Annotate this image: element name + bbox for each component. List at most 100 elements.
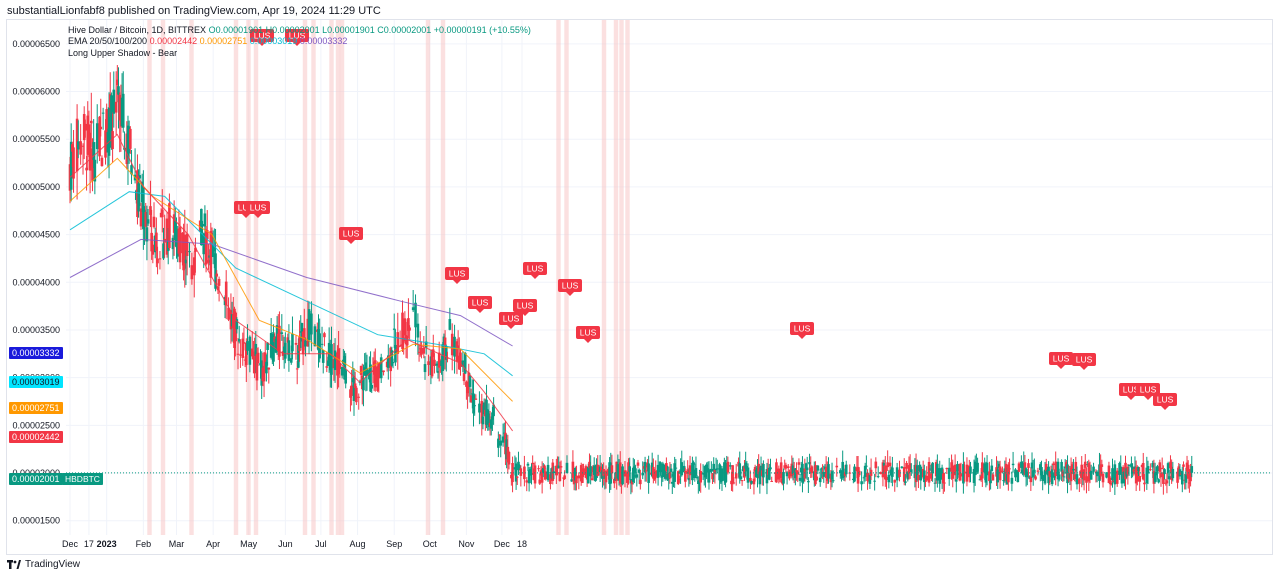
- lus-label-text: LUS: [527, 264, 544, 274]
- candle-body: [943, 482, 946, 484]
- candle-body: [822, 471, 826, 477]
- candle-body: [1010, 477, 1014, 484]
- candle-body: [1105, 472, 1108, 478]
- candle-body: [863, 465, 867, 477]
- lus-label-text: LUS: [517, 301, 534, 311]
- candle-body: [441, 344, 445, 371]
- candle-body: [544, 471, 547, 480]
- candle-body: [635, 474, 639, 478]
- candle-body: [253, 351, 256, 374]
- pattern-band: [425, 20, 431, 535]
- price-tag-ema50: 0.00002751: [9, 402, 63, 414]
- candle-body: [144, 212, 148, 227]
- candle-body: [450, 333, 454, 356]
- pattern-band: [160, 20, 166, 535]
- candle-body: [959, 473, 963, 477]
- candle-body: [674, 467, 678, 469]
- candle-body: [390, 350, 394, 366]
- legend-ema50: 0.00002751: [199, 36, 248, 46]
- lus-label-box: [790, 322, 814, 335]
- candle-body: [988, 471, 991, 482]
- candle-body: [379, 357, 383, 379]
- candle-body: [472, 394, 475, 414]
- lus-label-text: LUS: [562, 281, 579, 291]
- candle-body: [150, 232, 153, 252]
- candle-body: [444, 346, 448, 360]
- lus-label-text: LUS: [1053, 354, 1070, 364]
- candle-body: [239, 354, 242, 356]
- candle-body: [887, 474, 891, 483]
- candle-body: [235, 319, 239, 330]
- pattern-band: [147, 20, 152, 535]
- candle-body: [194, 247, 197, 252]
- candle-body: [1001, 470, 1004, 472]
- candle-body: [697, 480, 700, 484]
- candle-body: [797, 462, 801, 465]
- y-tick-label: 0.00004500: [12, 230, 60, 240]
- candle-body: [802, 476, 805, 482]
- candle-body: [497, 438, 500, 448]
- candle-body: [203, 213, 207, 227]
- x-tick-label: Jul: [315, 539, 327, 549]
- candle-body: [555, 465, 558, 476]
- candle-body: [869, 469, 873, 476]
- price-tag-last: 0.00002001: [9, 473, 63, 485]
- candle-body: [868, 474, 872, 484]
- candle-body: [291, 333, 294, 352]
- candle-body: [241, 338, 245, 358]
- candle-body: [945, 467, 949, 470]
- candle-body: [989, 480, 992, 484]
- candle-body: [779, 462, 783, 479]
- candle-body: [814, 464, 817, 485]
- y-tick-label: 0.00001500: [12, 516, 60, 526]
- candle-body: [138, 175, 142, 179]
- candle-body: [791, 465, 795, 475]
- candle-body: [350, 385, 353, 396]
- candle-body: [715, 468, 719, 470]
- candle-body: [744, 462, 747, 469]
- candle-body: [713, 470, 717, 474]
- lus-label-box: [576, 326, 600, 339]
- candle-body: [1176, 471, 1179, 483]
- candle-body: [533, 465, 537, 484]
- candle-body: [377, 362, 381, 379]
- candle-body: [181, 232, 184, 254]
- candle-body: [577, 475, 581, 479]
- lus-label-text: LUS: [580, 328, 597, 338]
- candle-body: [137, 183, 140, 212]
- candle-body: [768, 467, 771, 480]
- candle-body: [963, 471, 966, 474]
- lus-label-text: LUS: [1157, 395, 1174, 405]
- ema200-line: [69, 238, 513, 347]
- candle-body: [355, 387, 358, 403]
- candle-body: [559, 466, 563, 468]
- candle-body: [588, 461, 591, 469]
- candle-body: [117, 86, 120, 95]
- candle-body: [289, 358, 293, 363]
- candle-body: [917, 475, 920, 480]
- lus-label: LUS: [445, 267, 469, 284]
- candle-body: [1099, 464, 1102, 476]
- price-tag-ema200: 0.00003332: [9, 347, 63, 359]
- lus-label-box: [499, 312, 523, 325]
- candle-body: [1057, 474, 1061, 480]
- candle-body: [1184, 474, 1188, 483]
- candle-body: [670, 481, 674, 484]
- candle-body: [857, 470, 861, 476]
- candle-body: [1061, 471, 1065, 477]
- candle-body: [582, 468, 585, 476]
- candle-body: [76, 141, 80, 150]
- candle-body: [531, 462, 534, 464]
- candle-body: [546, 464, 550, 481]
- y-tick-label: 0.00006500: [12, 39, 60, 49]
- candle-body: [726, 461, 730, 473]
- legend-ema20: 0.00002442: [149, 36, 198, 46]
- x-tick-label: Mar: [169, 539, 185, 549]
- lus-label-pointer: [1080, 366, 1088, 370]
- candle-body: [482, 402, 486, 415]
- candle-body: [678, 478, 681, 480]
- candle-body: [297, 345, 300, 368]
- candle-body: [424, 341, 428, 348]
- tradingview-logo-icon: [7, 560, 21, 569]
